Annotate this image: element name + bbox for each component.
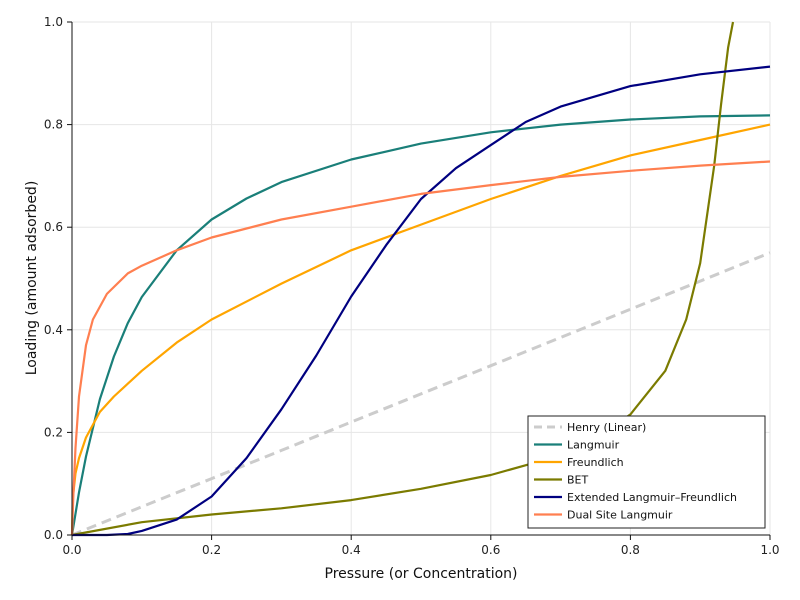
legend-label-extended-langmuir-freundlich: Extended Langmuir–Freundlich [567, 491, 737, 504]
y-tick-label: 0.4 [44, 323, 63, 337]
y-tick-label: 0.8 [44, 118, 63, 132]
y-tick-label: 0.0 [44, 528, 63, 542]
legend-label-langmuir: Langmuir [567, 439, 620, 452]
x-axis-title: Pressure (or Concentration) [325, 566, 518, 582]
x-tick-label: 0.0 [62, 543, 81, 557]
legend-label-henry-linear: Henry (Linear) [567, 421, 646, 434]
series-line-freundlich [70, 123, 771, 536]
tick-labels: 0.0 0.2 0.4 0.6 0.8 1.0 0.0 0.2 0.4 0.6 0.8 1.0 [44, 15, 780, 557]
legend: Henry (Linear) Langmuir Freundlich BET Exten… [527, 415, 766, 529]
x-tick-label: 0.8 [621, 543, 640, 557]
y-tick-label: 0.2 [44, 425, 63, 439]
legend-box [527, 415, 766, 529]
x-tick-label: 0.6 [481, 543, 500, 557]
axes [67, 21, 771, 540]
series-line-extended-langmuir-freundlich [72, 65, 771, 537]
x-tick-label: 0.4 [342, 543, 361, 557]
series-line-henry-linear [71, 251, 771, 537]
grid [72, 21, 771, 535]
series-line-dual-site-langmuir [70, 160, 771, 536]
y-tick-label: 1.0 [44, 15, 63, 29]
legend-label-freundlich: Freundlich [567, 456, 624, 469]
y-tick-label: 0.6 [44, 220, 63, 234]
x-tick-label: 0.2 [202, 543, 221, 557]
legend-label-bet: BET [567, 474, 588, 487]
x-tick-label: 1.0 [760, 543, 779, 557]
y-axis-title: Loading (amount adsorbed) [24, 181, 40, 376]
series-line-langmuir [70, 114, 771, 536]
legend-label-dual-site-langmuir: Dual Site Langmuir [567, 509, 673, 522]
